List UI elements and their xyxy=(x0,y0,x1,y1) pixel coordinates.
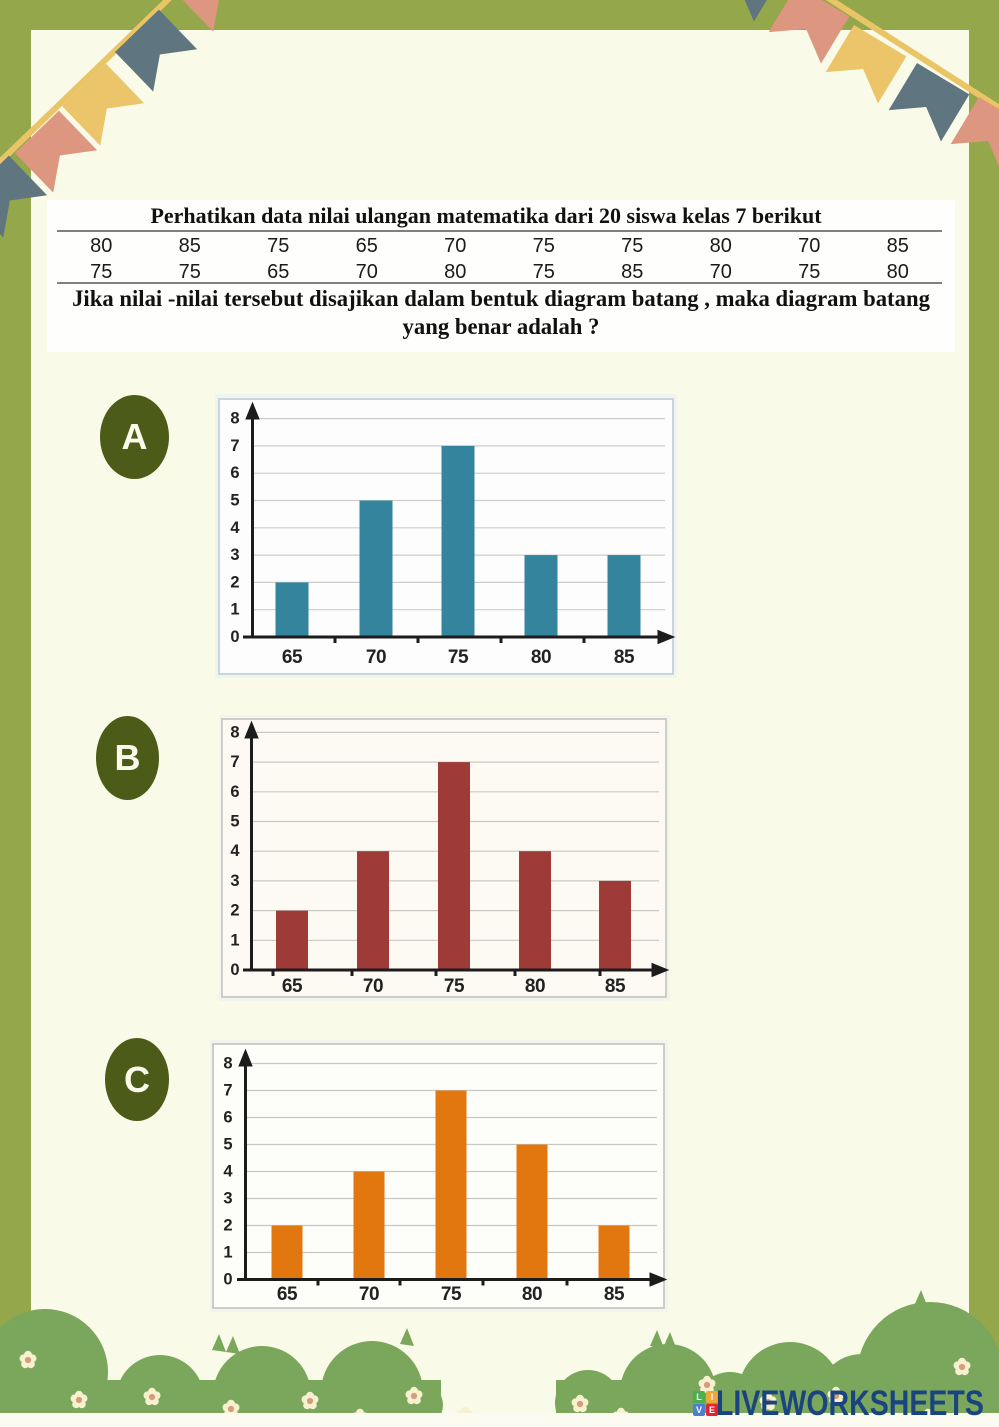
svg-text:85: 85 xyxy=(614,647,635,668)
svg-text:7: 7 xyxy=(230,437,239,455)
svg-text:65: 65 xyxy=(282,976,303,997)
svg-text:1: 1 xyxy=(230,931,239,949)
svg-text:4: 4 xyxy=(223,1163,233,1181)
svg-text:1: 1 xyxy=(223,1244,232,1262)
svg-text:2: 2 xyxy=(230,902,239,920)
svg-text:2: 2 xyxy=(230,573,239,591)
svg-text:0: 0 xyxy=(223,1271,232,1289)
svg-text:70: 70 xyxy=(359,1284,379,1305)
svg-text:80: 80 xyxy=(531,647,551,668)
svg-text:2: 2 xyxy=(223,1217,232,1235)
svg-text:4: 4 xyxy=(230,519,240,537)
svg-text:3: 3 xyxy=(230,872,239,890)
svg-text:6: 6 xyxy=(230,783,239,801)
svg-text:85: 85 xyxy=(604,1284,625,1305)
svg-text:65: 65 xyxy=(282,647,303,668)
svg-text:75: 75 xyxy=(448,647,469,668)
svg-text:80: 80 xyxy=(525,976,545,997)
svg-text:0: 0 xyxy=(230,628,239,646)
svg-text:6: 6 xyxy=(230,464,239,482)
svg-text:7: 7 xyxy=(223,1082,232,1100)
svg-text:70: 70 xyxy=(363,976,383,997)
svg-text:5: 5 xyxy=(230,813,239,831)
svg-text:1: 1 xyxy=(230,601,239,619)
svg-text:8: 8 xyxy=(230,410,239,428)
svg-text:8: 8 xyxy=(223,1055,232,1073)
svg-text:3: 3 xyxy=(230,546,239,564)
svg-text:6: 6 xyxy=(223,1109,232,1127)
svg-text:75: 75 xyxy=(441,1284,462,1305)
svg-text:8: 8 xyxy=(230,723,239,741)
svg-text:70: 70 xyxy=(366,647,386,668)
svg-text:4: 4 xyxy=(230,842,240,860)
svg-text:0: 0 xyxy=(230,961,239,979)
svg-text:5: 5 xyxy=(230,492,239,510)
svg-text:65: 65 xyxy=(277,1284,298,1305)
svg-text:3: 3 xyxy=(223,1190,232,1208)
svg-text:7: 7 xyxy=(230,753,239,771)
svg-text:85: 85 xyxy=(605,976,626,997)
svg-text:75: 75 xyxy=(444,976,465,997)
svg-text:5: 5 xyxy=(223,1136,232,1154)
svg-text:80: 80 xyxy=(522,1284,542,1305)
